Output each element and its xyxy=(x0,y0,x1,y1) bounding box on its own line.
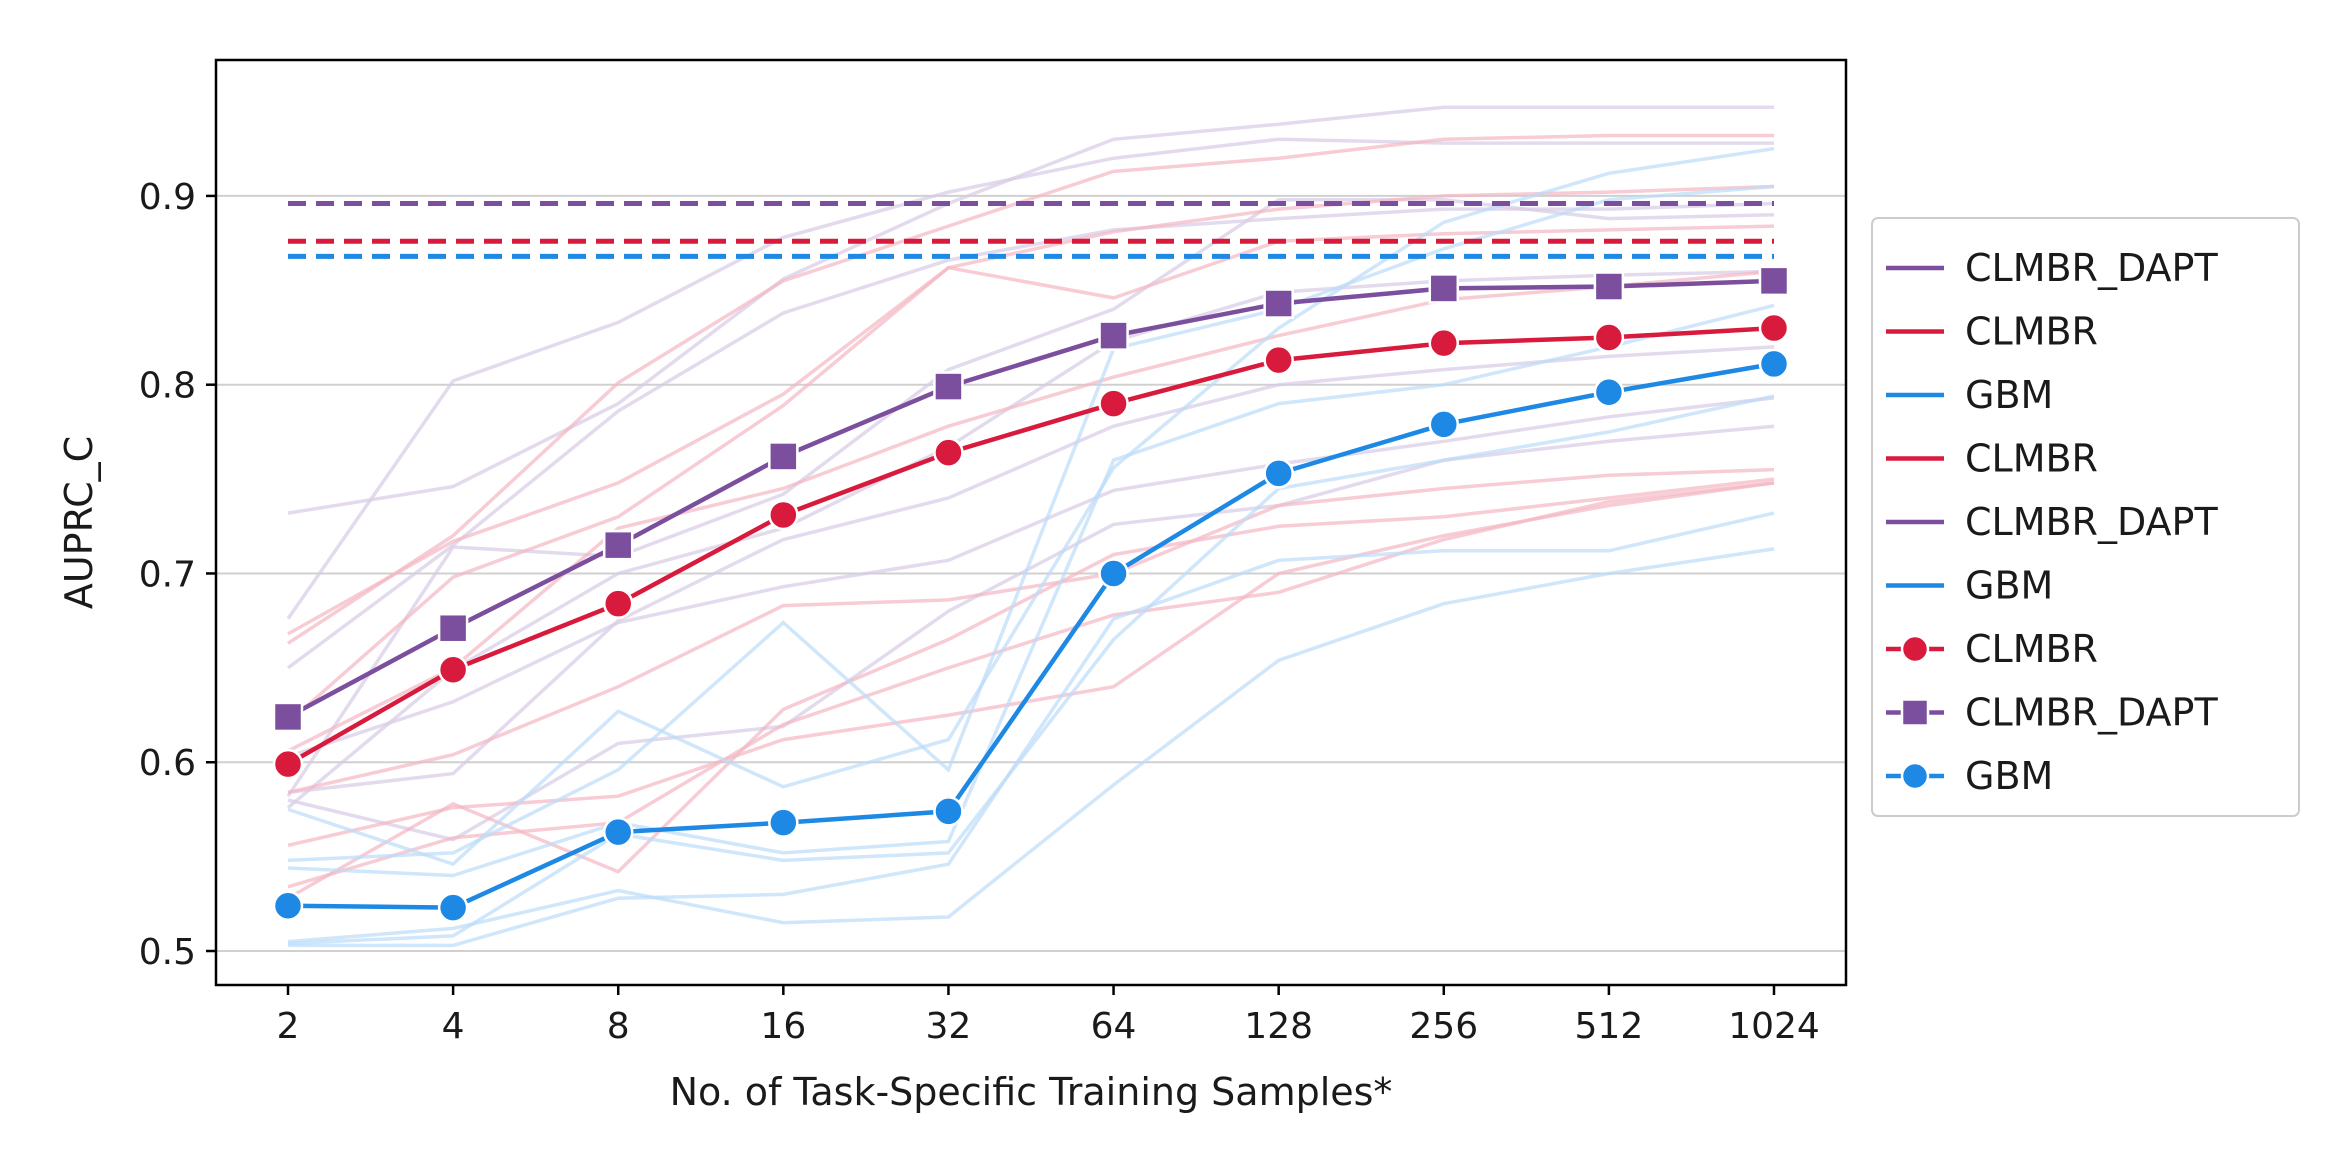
clmbr-task-line xyxy=(286,224,1775,724)
clmbr-dapt-point xyxy=(602,529,634,561)
gbm-point xyxy=(1593,376,1625,408)
reference-lines-layer xyxy=(288,200,1774,259)
clmbr-point xyxy=(437,654,469,685)
clmbr-dapt-point xyxy=(1593,271,1625,302)
clmbr-dapt-point xyxy=(437,612,469,644)
clmbr-dapt-series-line xyxy=(286,278,1775,719)
clmbr-task-line xyxy=(287,467,1775,795)
legend-label-clmbr-dapt: CLMBR_DAPT xyxy=(1965,246,2218,290)
clmbr-dapt-task-line xyxy=(287,105,1774,515)
clmbr-dapt-point xyxy=(933,371,964,402)
legend-label-clmbr: CLMBR xyxy=(1965,437,2098,481)
gbm-point xyxy=(933,796,964,827)
clmbr-series-line xyxy=(286,325,1775,767)
legend: CLMBR_DAPT CLMBR GBM CLMBR CLMBR_DAPT GBM CLMB… xyxy=(1871,217,2300,817)
gbm-task-line xyxy=(288,511,1775,948)
clmbr-point xyxy=(933,437,964,468)
gbm-point xyxy=(1758,348,1790,380)
clmbr-dapt-task-line xyxy=(287,424,1775,842)
x-tick-label: 64 xyxy=(1091,1006,1137,1047)
faint-lines-layer xyxy=(286,105,1775,948)
clmbr-point xyxy=(1263,344,1294,376)
clmbr-dapt-point xyxy=(1428,273,1460,304)
clmbr-point xyxy=(602,588,634,619)
clmbr-dapt-task-line xyxy=(287,345,1775,795)
clmbr-dapt-point xyxy=(272,701,304,733)
clmbr-point xyxy=(1428,327,1460,359)
y-axis-title: AUPRC_C xyxy=(57,436,101,609)
legend-label-gbm: GBM xyxy=(1965,373,2053,417)
x-tick-label: 128 xyxy=(1244,1006,1313,1047)
gbm-task-line xyxy=(287,394,1775,946)
x-tick-label: 256 xyxy=(1409,1006,1478,1047)
plot-frame xyxy=(214,58,1848,987)
gbm-point xyxy=(1428,409,1460,440)
clmbr-dapt-task-line xyxy=(286,269,1775,809)
y-tick-label: 0.9 xyxy=(139,177,196,218)
gbm-series-line xyxy=(287,361,1775,910)
main-series-layer xyxy=(286,278,1775,910)
clmbr-point xyxy=(1593,322,1625,353)
gbm-point xyxy=(1263,458,1294,489)
clmbr-task-line xyxy=(287,481,1775,848)
clmbr-dapt-point xyxy=(1263,288,1294,319)
legend-marker-clmbr-dapt xyxy=(1900,698,1930,727)
gbm-point xyxy=(272,890,304,921)
clmbr-dapt-point xyxy=(1758,265,1790,297)
legend-label-gbm: GBM xyxy=(1965,564,2053,608)
legend-label-clmbr: CLMBR xyxy=(1965,310,2098,354)
x-tick-label: 512 xyxy=(1575,1006,1644,1047)
grid-layer xyxy=(216,194,1846,953)
x-axis: 2 4 8 16 32 64 128 256 512 1024 xyxy=(277,985,1820,1047)
clmbr-dapt-task-line xyxy=(286,137,1774,620)
clmbr-task-line xyxy=(287,184,1775,636)
x-tick-label: 16 xyxy=(760,1006,806,1047)
legend-marker-clmbr xyxy=(1900,634,1930,664)
x-tick-label: 2 xyxy=(277,1006,300,1047)
y-tick-label: 0.7 xyxy=(139,554,196,595)
x-tick-label: 1024 xyxy=(1728,1006,1820,1047)
y-axis: 0.5 0.6 0.7 0.8 0.9 xyxy=(139,177,216,973)
legend-label-clmbr-dapt: CLMBR_DAPT xyxy=(1965,500,2218,544)
legend-label-gbm: GBM xyxy=(1965,754,2053,798)
y-tick-label: 0.8 xyxy=(139,366,196,407)
legend-box xyxy=(1871,217,2300,817)
markers-layer xyxy=(272,265,1790,923)
clmbr-dapt-task-line xyxy=(286,197,1775,798)
clmbr-point xyxy=(272,748,304,780)
legend-label-clmbr: CLMBR xyxy=(1965,627,2098,671)
x-tick-label: 8 xyxy=(607,1006,630,1047)
gbm-point xyxy=(768,807,799,838)
gbm-point xyxy=(602,816,634,848)
x-tick-label: 32 xyxy=(926,1006,972,1047)
y-tick-label: 0.5 xyxy=(139,932,196,973)
clmbr-task-line xyxy=(287,269,1775,753)
gbm-task-line xyxy=(287,547,1775,944)
clmbr-dapt-point xyxy=(768,441,799,472)
x-tick-label: 4 xyxy=(442,1006,465,1047)
clmbr-dapt-point xyxy=(1098,320,1129,351)
clmbr-dapt-task-line xyxy=(287,396,1775,759)
y-tick-label: 0.6 xyxy=(139,743,196,784)
legend-marker-gbm xyxy=(1900,761,1930,791)
gbm-task-line xyxy=(287,303,1775,878)
gbm-point xyxy=(437,892,469,923)
gbm-task-line xyxy=(287,146,1775,867)
legend-label-clmbr-dapt: CLMBR_DAPT xyxy=(1965,691,2218,735)
x-axis-title: No. of Task-Specific Training Samples* xyxy=(670,1070,1393,1114)
clmbr-point xyxy=(768,499,799,531)
clmbr-point xyxy=(1098,388,1129,419)
clmbr-point xyxy=(1758,312,1790,344)
clmbr-task-line xyxy=(287,477,1775,900)
gbm-task-line xyxy=(287,184,1775,863)
clmbr-task-line xyxy=(287,133,1774,645)
gbm-point xyxy=(1098,558,1129,589)
